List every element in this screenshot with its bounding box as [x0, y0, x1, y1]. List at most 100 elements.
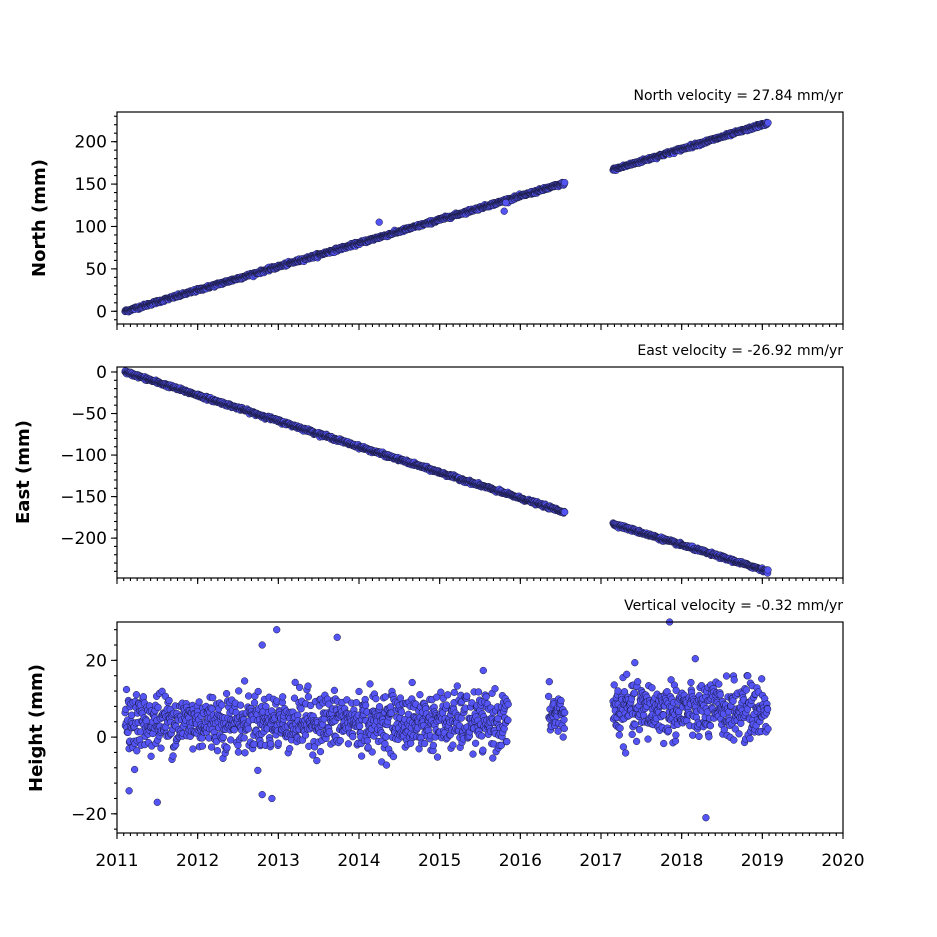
data-point: [304, 682, 312, 690]
data-point: [122, 685, 131, 694]
data-point: [154, 703, 162, 712]
data-point: [381, 693, 390, 701]
north-velocity-title: North velocity = 27.84 mm/yr: [633, 88, 843, 104]
data-point: [635, 725, 644, 734]
vertical-velocity-title: Vertical velocity = -0.32 mm/yr: [624, 598, 843, 614]
y-tick-label: −200: [60, 529, 107, 549]
data-point: [244, 725, 252, 733]
data-point: [366, 680, 374, 688]
data-point: [716, 691, 724, 699]
data-point: [375, 703, 384, 711]
data-point: [491, 685, 499, 693]
data-point: [630, 689, 639, 697]
data-point: [503, 737, 511, 746]
data-point: [408, 678, 416, 687]
data-point: [706, 722, 715, 730]
data-point: [504, 716, 512, 724]
east-points: [121, 367, 772, 577]
data-point: [240, 734, 248, 742]
data-point: [463, 692, 471, 700]
data-point: [222, 689, 231, 698]
data-point: [730, 676, 738, 684]
data-point: [382, 761, 391, 769]
data-point: [223, 744, 231, 752]
data-point: [631, 659, 639, 667]
data-point: [561, 508, 569, 516]
data-point: [235, 687, 243, 695]
data-point: [169, 752, 177, 760]
data-point: [133, 747, 141, 755]
data-point: [416, 691, 424, 699]
data-point: [764, 566, 772, 574]
data-point: [286, 744, 294, 753]
data-point: [295, 683, 304, 692]
data-point: [621, 749, 630, 757]
data-point: [397, 708, 406, 716]
data-point: [250, 699, 259, 707]
data-point: [368, 748, 376, 756]
data-point: [489, 754, 497, 762]
data-point: [764, 119, 772, 127]
data-point: [632, 737, 641, 746]
east-axis-label: East (mm): [13, 420, 34, 524]
data-point: [165, 696, 173, 705]
data-point: [545, 678, 553, 686]
data-point: [357, 752, 366, 760]
data-point: [304, 693, 313, 701]
data-point: [209, 693, 217, 702]
data-point: [559, 733, 567, 741]
data-point: [372, 695, 380, 703]
data-point: [687, 678, 695, 687]
data-point: [361, 701, 370, 709]
data-point: [254, 687, 262, 696]
data-point: [471, 739, 480, 747]
data-point: [444, 691, 452, 699]
data-point: [195, 698, 203, 706]
data-point: [623, 670, 631, 678]
data-point: [478, 732, 486, 740]
data-point: [147, 752, 155, 760]
data-point: [330, 686, 339, 695]
data-point: [469, 750, 477, 758]
data-point: [207, 743, 216, 751]
data-point: [234, 748, 243, 756]
data-point: [382, 733, 390, 741]
data-point: [560, 724, 568, 733]
data-point: [130, 765, 139, 774]
data-point: [236, 701, 245, 709]
north-plot-frame: [116, 111, 844, 325]
data-point: [695, 732, 703, 741]
data-point: [433, 753, 442, 761]
data-point: [449, 741, 457, 749]
data-point: [610, 681, 618, 689]
data-point: [240, 677, 249, 685]
data-point: [218, 701, 226, 709]
data-point: [279, 693, 287, 701]
north-axis-label: North (mm): [29, 159, 50, 277]
data-point: [262, 702, 270, 711]
y-tick-label: −100: [60, 446, 107, 466]
data-point: [254, 766, 262, 775]
data-point: [628, 730, 636, 739]
data-point: [479, 746, 487, 754]
y-tick-label: 0: [96, 302, 107, 322]
data-point: [479, 666, 487, 675]
data-point: [189, 745, 197, 753]
data-point: [344, 740, 353, 748]
north-panel: North velocity = 27.84 mm/yr North (mm) …: [29, 88, 844, 330]
data-point: [429, 741, 438, 750]
data-point: [274, 739, 282, 747]
data-point: [453, 682, 461, 690]
data-point: [689, 731, 697, 739]
data-point: [139, 693, 148, 701]
data-point: [442, 701, 451, 709]
data-point: [616, 724, 624, 732]
height-axis-label: Height (mm): [26, 664, 47, 792]
height-panel: Vertical velocity = -0.32 mm/yr Height (…: [26, 598, 865, 871]
data-point: [730, 736, 738, 744]
data-point: [619, 743, 628, 751]
data-point: [198, 742, 207, 750]
data-point: [664, 727, 673, 735]
data-point: [614, 687, 622, 695]
